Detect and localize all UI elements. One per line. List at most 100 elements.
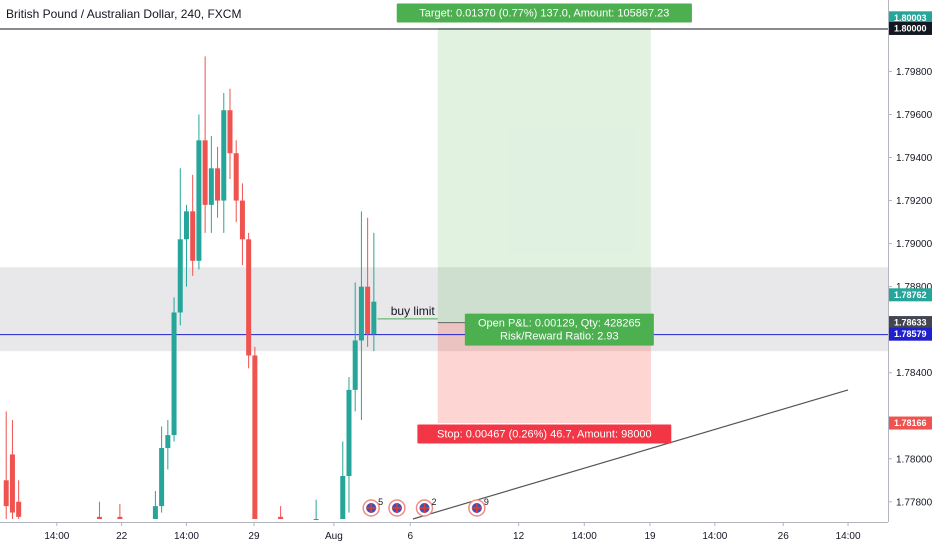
event-count: 5 xyxy=(378,497,383,507)
candle-13 xyxy=(202,56,208,233)
candle-10 xyxy=(183,204,189,287)
event-marker-3: 9 xyxy=(468,497,489,517)
price-tag-text: 1.78762 xyxy=(894,290,927,300)
candle-body xyxy=(313,519,319,520)
x-tick-label-6: 12 xyxy=(513,531,525,542)
candle-6 xyxy=(159,426,165,513)
price-tag-text: 1.78579 xyxy=(894,329,927,339)
stop-label: Stop: 0.00467 (0.26%) 46.7, Amount: 9800… xyxy=(417,424,672,444)
candle-body xyxy=(159,448,165,507)
candle-27 xyxy=(358,211,364,421)
price-tag-5: 1.78166 xyxy=(889,416,932,430)
x-tick-label-2: 14:00 xyxy=(174,531,199,542)
y-tick-label-0: 1.77800 xyxy=(896,497,932,508)
candle-3 xyxy=(96,501,102,519)
candle-0 xyxy=(3,411,9,519)
candle-14 xyxy=(208,136,214,233)
y-tick-label-7: 1.79600 xyxy=(896,110,932,121)
price-tag-text: 1.80003 xyxy=(894,13,927,23)
price-tag-bg xyxy=(889,327,932,341)
candle-body xyxy=(152,506,158,519)
price-tag-text: 1.80000 xyxy=(894,23,927,33)
candle-body xyxy=(365,286,371,334)
candle-body xyxy=(183,211,189,240)
x-tick-label-1: 22 xyxy=(116,531,128,542)
candle-body xyxy=(252,355,258,519)
candle-body xyxy=(246,239,252,356)
candle-9 xyxy=(177,168,183,326)
y-tick-label-3: 1.78800 xyxy=(896,282,932,293)
candle-body xyxy=(96,516,102,519)
candle-17 xyxy=(227,88,233,180)
target-label: Target: 0.01370 (0.77%) 137.0, Amount: 1… xyxy=(396,3,692,23)
y-tick-label-8: 1.79800 xyxy=(896,67,932,78)
chart-title: British Pound / Australian Dollar, 240, … xyxy=(6,7,242,21)
candle-2 xyxy=(16,480,22,519)
pnl-label-text-0: Open P&L: 0.00129, Qty: 428265 xyxy=(478,318,641,330)
candle-8 xyxy=(171,297,177,442)
candle-body xyxy=(9,454,15,513)
stop-label-bg xyxy=(417,424,672,444)
candle-body xyxy=(177,239,183,313)
candle-body xyxy=(3,480,9,507)
candle-body xyxy=(202,140,208,205)
time-axis-bg xyxy=(0,522,932,550)
event-marker-2: 2 xyxy=(415,497,436,517)
y-tick-label-2: 1.78400 xyxy=(896,368,932,379)
price-axis-bg xyxy=(888,0,932,550)
candle-body xyxy=(340,475,346,519)
price-tag-2: 1.78762 xyxy=(889,288,932,302)
x-tick-label-10: 26 xyxy=(778,531,790,542)
candle-7 xyxy=(165,420,171,470)
candle-16 xyxy=(221,93,227,233)
candle-15 xyxy=(215,146,221,218)
price-tag-0: 1.80003 xyxy=(889,11,932,25)
pnl-label-text-1: Risk/Reward Ratio: 2.93 xyxy=(500,331,619,343)
price-tag-bg xyxy=(889,316,932,330)
y-tick-label-5: 1.79200 xyxy=(896,196,932,207)
pnl-label: Open P&L: 0.00129, Qty: 428265Risk/Rewar… xyxy=(464,313,654,346)
x-tick-label-11: 14:00 xyxy=(836,531,861,542)
candle-body xyxy=(346,389,352,476)
candle-5 xyxy=(152,491,158,519)
y-tick-label-1: 1.78000 xyxy=(896,454,932,465)
stop-label-text-0: Stop: 0.00467 (0.26%) 46.7, Amount: 9800… xyxy=(437,429,652,441)
target-label-bg xyxy=(396,3,692,23)
x-tick-label-5: 6 xyxy=(407,531,413,542)
candle-body xyxy=(233,153,239,201)
event-marker-0: 5 xyxy=(362,497,383,517)
candle-body xyxy=(239,200,245,240)
x-tick-label-0: 14:00 xyxy=(44,531,69,542)
candle-11 xyxy=(190,174,196,276)
price-tag-1: 1.80000 xyxy=(889,21,932,35)
candle-body xyxy=(16,501,22,517)
y-tick-label-4: 1.79000 xyxy=(896,239,932,250)
price-tag-3: 1.78633 xyxy=(889,316,932,330)
candle-18 xyxy=(233,140,239,223)
candle-26 xyxy=(352,282,358,412)
price-tag-4: 1.78579 xyxy=(889,327,932,341)
buy-limit-label: buy limit xyxy=(391,304,436,318)
trendline xyxy=(412,389,849,520)
candle-1 xyxy=(9,420,15,519)
candle-body xyxy=(278,516,284,519)
x-tick-label-8: 19 xyxy=(644,531,656,542)
price-tag-bg xyxy=(889,21,932,35)
candle-body xyxy=(358,286,364,341)
x-tick-label-9: 14:00 xyxy=(702,531,727,542)
candle-body xyxy=(221,110,227,201)
candle-21 xyxy=(252,346,258,519)
price-tag-text: 1.78166 xyxy=(894,418,927,428)
candle-12 xyxy=(196,114,202,270)
candle-29 xyxy=(371,232,377,352)
price-tag-text: 1.78633 xyxy=(894,318,927,328)
pnl-label-bg xyxy=(464,313,654,346)
zone-band xyxy=(0,267,888,352)
candle-23 xyxy=(313,499,319,520)
candle-body xyxy=(215,168,221,201)
candle-body xyxy=(371,301,377,334)
candle-body xyxy=(208,168,214,205)
price-tag-bg xyxy=(889,416,932,430)
candle-24 xyxy=(340,441,346,519)
